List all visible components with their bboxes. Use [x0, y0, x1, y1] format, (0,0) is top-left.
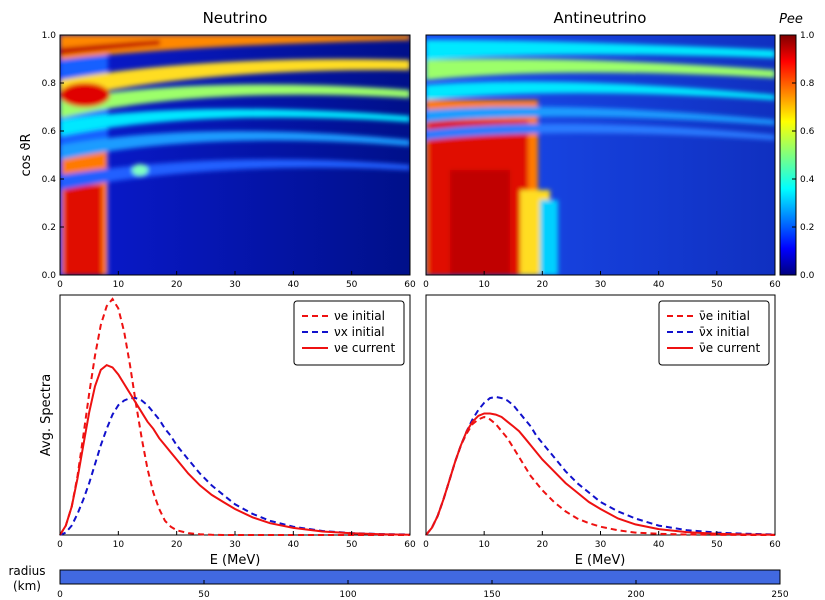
neutrino-spectra-lines [59, 297, 411, 536]
colorbar-gradient [779, 34, 797, 276]
radius-xtick-label-3: 150 [483, 590, 500, 600]
neutrino-heatmap-title: Neutrino [203, 9, 268, 27]
antineutrino-spectra-chart: 0 10 20 30 40 50 60 E (MeV) ν̄e initial ν̄x ini… [423, 294, 781, 568]
neutrino-heatmap-xtick-label-6: 60 [404, 280, 416, 290]
radius-xtick-label-4: 200 [627, 590, 644, 600]
neutrino-heatmap-xtick-label-1: 10 [113, 280, 125, 290]
colorbar-tick-label-0: 0.0 [800, 271, 815, 281]
colorbar-tick-label-3: 0.6 [800, 127, 815, 137]
neutrino-spectra-xtick-label-2: 20 [171, 540, 183, 550]
antineutrino-heatmap-xtick-label-0: 0 [423, 280, 429, 290]
neutrino-spectra-xtick-label-0: 0 [57, 540, 63, 550]
neutrino-heatmap-xtick-label-4: 40 [288, 280, 300, 290]
radius-label-line2: (km) [13, 579, 41, 593]
neutrino-heatmap-image [60, 35, 410, 275]
antineutrino-heatmap-xtick-label-1: 10 [478, 280, 490, 290]
neutrino-heatmap-xtick-label-3: 30 [229, 280, 241, 290]
neutrino-spectra-series-0 [59, 297, 410, 536]
neutrino-heatmap-ytick-label-3: 0.6 [42, 127, 57, 137]
neutrino-spectra-chart: 0 10 20 30 40 50 60 Avg. Spectra E (MeV) νe in… [39, 294, 416, 568]
neutrino-spectra-xtick-label-3: 30 [229, 540, 241, 550]
antineutrino-heatmap-xtick-label-2: 20 [537, 280, 549, 290]
antineutrino-spectra-legend: ν̄e initial ν̄x initial ν̄e current [658, 300, 770, 366]
radius-bar-chart: radius (km) 0 50 100 150 200 250 [8, 564, 788, 600]
antineutrino-heatmap-xtick-label-5: 50 [711, 280, 723, 290]
neutrino-heatmap: Neutrino 0 10 20 30 40 50 60 0.0 0.2 0.4 0.6 0.8 1.0… [19, 9, 416, 290]
antineutrino-heatmap-title: Antineutrino [554, 9, 647, 27]
antineutrino-heatmap-xtick-label-3: 30 [595, 280, 607, 290]
radius-label-line1: radius [8, 564, 45, 578]
colorbar: Pee 0.0 0.2 0.4 0.6 0.8 1.0 [779, 12, 815, 281]
neutrino-heatmap-ytick-label-4: 0.8 [42, 79, 57, 89]
antineutrino-heatmap: Antineutrino 0 10 20 30 40 50 60 [423, 9, 781, 290]
neutrino-spectra-legend-label-1: νx initial [334, 325, 385, 339]
radius-xtick-label-1: 50 [198, 590, 210, 600]
antineutrino-heatmap-xtick-label-6: 60 [769, 280, 781, 290]
antineutrino-spectra-xlabel: E (MeV) [575, 553, 626, 568]
antineutrino-heatmap-axes: 0 10 20 30 40 50 60 [423, 271, 781, 290]
neutrino-spectra-legend-label-0: νe initial [334, 309, 385, 323]
antineutrino-spectra-xtick-label-6: 60 [769, 540, 781, 550]
colorbar-tick-label-5: 1.0 [800, 31, 815, 41]
neutrino-heatmap-ytick-label-0: 0.0 [42, 271, 57, 281]
colorbar-label: Pee [779, 12, 803, 27]
colorbar-tick-label-2: 0.4 [800, 175, 815, 185]
antineutrino-spectra-series-2 [425, 412, 776, 536]
radius-xtick-label-0: 0 [57, 590, 63, 600]
neutrino-spectra-xlabel: E (MeV) [210, 553, 261, 568]
neutrino-spectra-axes: 0 10 20 30 40 50 60 [57, 531, 416, 550]
neutrino-heatmap-xtick-label-2: 20 [171, 280, 183, 290]
antineutrino-spectra-xtick-label-0: 0 [423, 540, 429, 550]
neutrino-spectra-legend-label-2: νe current [334, 341, 395, 355]
neutrino-spectra-series-2 [59, 363, 411, 536]
radius-xtick-label-5: 250 [771, 590, 788, 600]
antineutrino-spectra-xtick-label-1: 10 [478, 540, 490, 550]
neutrino-heatmap-axes: 0 10 20 30 40 50 60 0.0 0.2 0.4 0.6 0.8 1.0 [42, 31, 416, 290]
neutrino-spectra-xtick-label-5: 50 [346, 540, 358, 550]
antineutrino-spectra-axes: 0 10 20 30 40 50 60 [423, 531, 781, 550]
antineutrino-heatmap-image [426, 35, 775, 275]
neutrino-spectra-xtick-label-6: 60 [404, 540, 416, 550]
neutrino-heatmap-xtick-label-0: 0 [57, 280, 63, 290]
antineutrino-heatmap-xtick-label-4: 40 [653, 280, 665, 290]
colorbar-ticks: 0.0 0.2 0.4 0.6 0.8 1.0 [792, 31, 815, 281]
neutrino-spectra-ylabel: Avg. Spectra [39, 374, 54, 456]
antineutrino-spectra-legend-label-2: ν̄e current [699, 341, 760, 355]
antineutrino-spectra-xtick-label-5: 50 [711, 540, 723, 550]
antineutrino-spectra-legend-label-0: ν̄e initial [699, 309, 750, 323]
radius-axis: 0 50 100 150 200 250 [57, 580, 789, 600]
antineutrino-spectra-lines [425, 395, 776, 536]
antineutrino-spectra-xtick-label-4: 40 [653, 540, 665, 550]
neutrino-spectra-xtick-label-4: 40 [288, 540, 300, 550]
neutrino-heatmap-xtick-label-5: 50 [346, 280, 358, 290]
antineutrino-spectra-xtick-label-3: 30 [595, 540, 607, 550]
neutrino-heatmap-ylabel: cos ϑR [19, 133, 34, 176]
colorbar-tick-label-4: 0.8 [800, 79, 815, 89]
antineutrino-spectra-legend-label-1: ν̄x initial [699, 325, 750, 339]
neutrino-heatmap-ytick-label-1: 0.2 [42, 223, 56, 233]
neutrino-spectra-series-1 [59, 397, 411, 536]
neutrino-heatmap-ytick-label-5: 1.0 [42, 31, 57, 41]
colorbar-tick-label-1: 0.2 [800, 223, 814, 233]
neutrino-heatmap-ytick-label-2: 0.4 [42, 175, 57, 185]
radius-bar [59, 569, 781, 585]
neutrino-spectra-xtick-label-1: 10 [113, 540, 125, 550]
antineutrino-spectra-xtick-label-2: 20 [537, 540, 549, 550]
radius-xtick-label-2: 100 [339, 590, 356, 600]
neutrino-spectra-legend: νe initial νx initial νe current [293, 300, 405, 366]
